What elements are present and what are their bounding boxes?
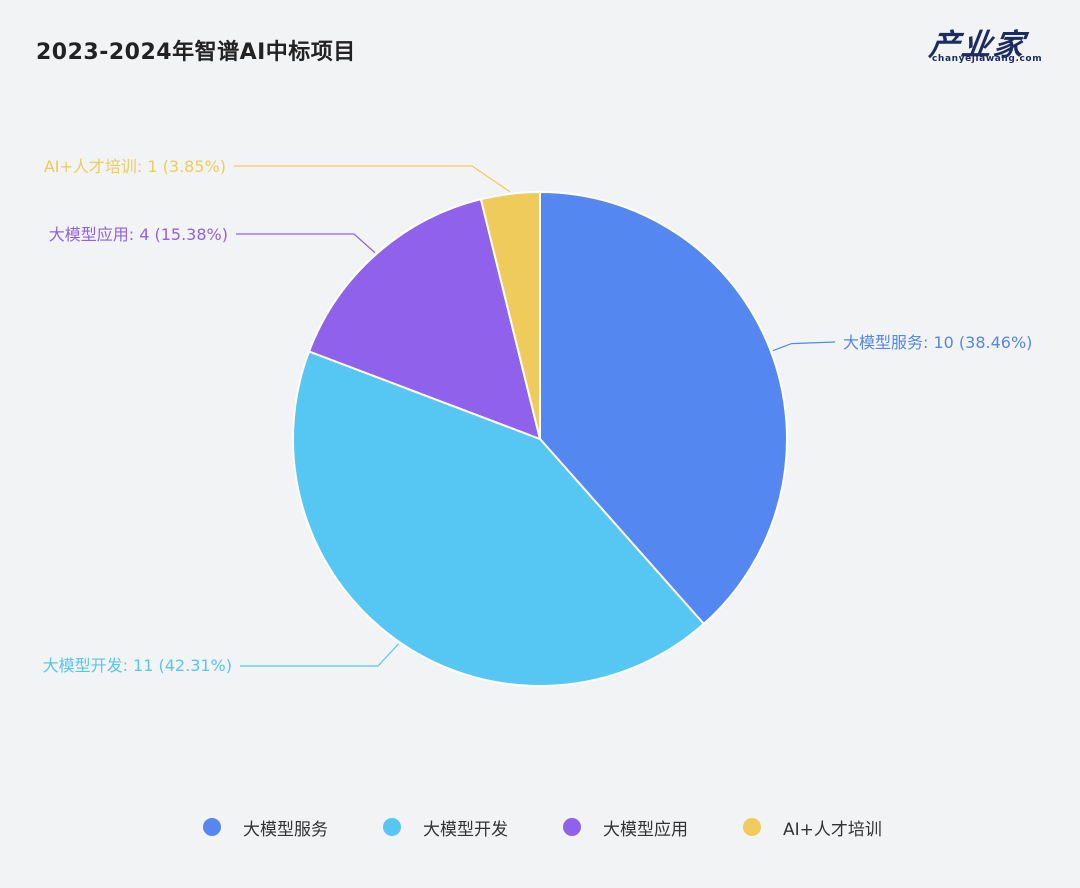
data-label-model-application: 大模型应用: 4 (15.38%) xyxy=(49,225,228,244)
data-label-model-service: 大模型服务: 10 (38.46%) xyxy=(843,333,1032,352)
data-label-model-development: 大模型开发: 11 (42.31%) xyxy=(43,656,232,675)
legend-item-model-development[interactable]: 大模型开发 xyxy=(383,812,508,842)
legend-item-ai-talent-training[interactable]: AI+人才培训 xyxy=(743,812,882,842)
legend-dot-model-development xyxy=(383,818,401,836)
legend-label-ai-talent-training: AI+人才培训 xyxy=(783,819,882,840)
legend-label-model-service: 大模型服务 xyxy=(243,819,328,840)
chart-title: 2023-2024年智谱AI中标项目 xyxy=(36,40,356,65)
legend-label-model-application: 大模型应用 xyxy=(603,819,688,840)
legend-item-model-application[interactable]: 大模型应用 xyxy=(563,812,688,842)
data-label-ai-talent-training: AI+人才培训: 1 (3.85%) xyxy=(44,157,226,176)
leader-line-model-application xyxy=(236,233,376,254)
chart-legend: 大模型服务 大模型开发 大模型应用 AI+人才培训 xyxy=(0,812,1080,842)
pie-slice-ai-talent-training[interactable] xyxy=(479,190,541,440)
leader-line-model-development xyxy=(240,643,399,667)
legend-label-model-development: 大模型开发 xyxy=(423,819,508,840)
legend-dot-ai-talent-training xyxy=(743,818,761,836)
legend-dot-model-service xyxy=(203,818,221,836)
legend-item-model-service[interactable]: 大模型服务 xyxy=(203,812,328,842)
leader-line-model-service xyxy=(772,341,836,352)
legend-dot-model-application xyxy=(563,818,581,836)
leader-line-ai-talent-training xyxy=(234,165,511,193)
pie-slice-model-development[interactable] xyxy=(292,350,706,687)
pie-slice-model-service[interactable] xyxy=(539,190,788,626)
pie-slice-model-application[interactable] xyxy=(307,197,542,441)
chanyejia-logo: 产业家 chanyejiawang.com xyxy=(927,24,1054,68)
logo-sub-text: chanyejiawang.com xyxy=(932,54,1043,64)
